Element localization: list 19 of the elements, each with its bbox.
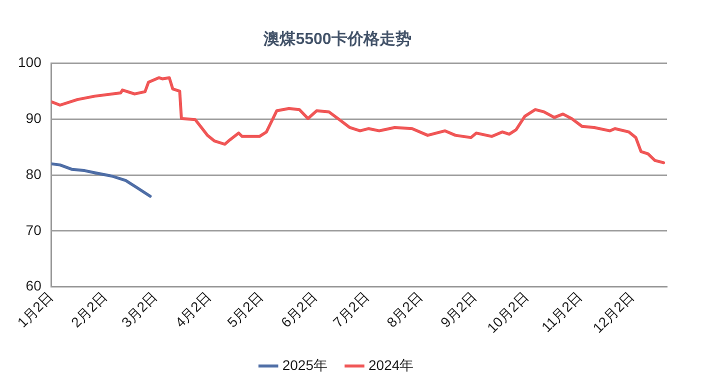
x-tick-label: 5月2日 (224, 288, 266, 330)
y-tick-label: 80 (26, 166, 42, 182)
x-tick-label: 8月2日 (383, 288, 426, 330)
y-tick-label: 90 (26, 110, 42, 126)
legend-label: 2025年 (282, 356, 328, 373)
y-tick-label: 100 (18, 54, 42, 70)
x-tick-label: 4月2日 (172, 288, 214, 330)
chart-title: 澳煤5500卡价格走势 (262, 30, 412, 48)
y-tick-label: 60 (26, 278, 42, 294)
y-tick-label: 70 (26, 222, 42, 238)
x-tick-label: 7月2日 (330, 288, 372, 330)
legend-label: 2024年 (368, 356, 414, 373)
x-tick-label: 9月2日 (437, 288, 480, 330)
x-tick-label: 6月2日 (278, 288, 320, 330)
x-tick-label: 12月2日 (590, 288, 638, 336)
x-tick-label: 11月2日 (538, 288, 586, 336)
x-tick-label: 2月2日 (68, 288, 110, 330)
x-tick-label: 10月2日 (484, 288, 532, 336)
x-tick-label: 3月2日 (118, 288, 160, 330)
